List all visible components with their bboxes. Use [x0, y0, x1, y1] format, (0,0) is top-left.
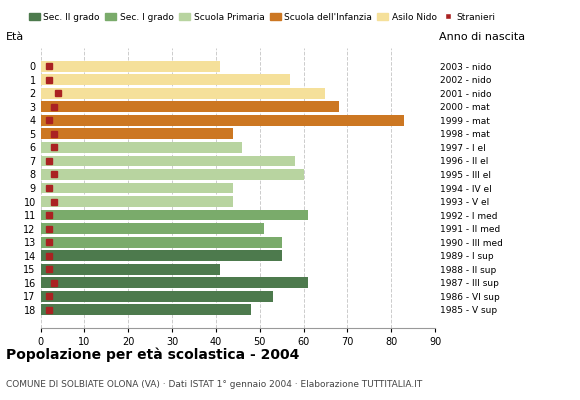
Bar — [41, 291, 273, 302]
Text: Popolazione per età scolastica - 2004: Popolazione per età scolastica - 2004 — [6, 348, 299, 362]
Bar — [41, 74, 291, 85]
Text: Età: Età — [6, 32, 24, 42]
Bar — [41, 61, 220, 72]
Legend: Sec. II grado, Sec. I grado, Scuola Primaria, Scuola dell'Infanzia, Asilo Nido, : Sec. II grado, Sec. I grado, Scuola Prim… — [26, 9, 499, 25]
Bar — [41, 182, 233, 194]
Bar — [41, 223, 264, 234]
Bar — [41, 88, 325, 99]
Bar — [41, 156, 295, 166]
Bar — [41, 196, 233, 207]
Bar — [41, 210, 308, 220]
Bar — [41, 101, 339, 112]
Bar — [41, 277, 308, 288]
Bar — [41, 169, 303, 180]
Bar — [41, 237, 282, 248]
Bar — [41, 142, 242, 153]
Text: COMUNE DI SOLBIATE OLONA (VA) · Dati ISTAT 1° gennaio 2004 · Elaborazione TUTTIT: COMUNE DI SOLBIATE OLONA (VA) · Dati IST… — [6, 380, 422, 389]
Bar — [41, 115, 404, 126]
Bar — [41, 250, 282, 261]
Bar — [41, 264, 220, 275]
Bar — [41, 128, 233, 139]
Text: Anno di nascita: Anno di nascita — [439, 32, 525, 42]
Bar — [41, 304, 251, 315]
